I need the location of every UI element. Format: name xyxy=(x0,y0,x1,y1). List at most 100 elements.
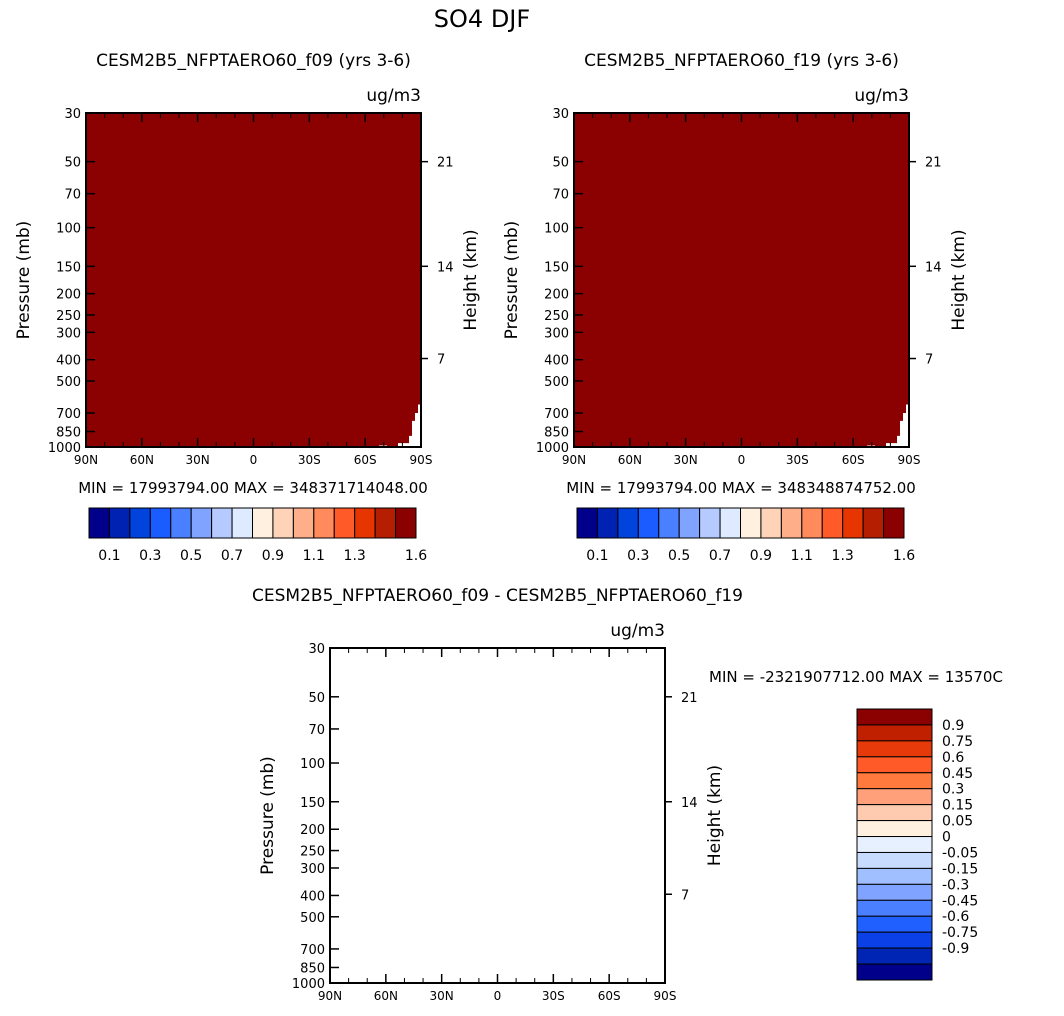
y-axis-label: Pressure (mb) xyxy=(14,221,34,340)
x-tick-label: 90N xyxy=(318,989,342,1003)
x-tick-label: 90S xyxy=(654,989,677,1003)
colorbar-label: 0.1 xyxy=(586,548,608,564)
y-tick-label: 150 xyxy=(56,260,81,275)
y-tick-label: 100 xyxy=(544,222,569,237)
colorbar-label: -0.6 xyxy=(942,909,969,925)
x-tick-label: 30N xyxy=(674,453,698,467)
colorbar-swatch xyxy=(856,836,933,853)
y-tick-label: 200 xyxy=(544,288,569,303)
colorbar-swatch xyxy=(170,507,192,539)
y-tick-label: 150 xyxy=(300,796,325,811)
colorbar-label: 1.3 xyxy=(344,548,366,564)
x-tick-label: 0 xyxy=(494,989,502,1003)
colorbar-swatch xyxy=(211,507,233,539)
y-tick-label: 850 xyxy=(544,426,569,441)
y-tick-label: 70 xyxy=(64,188,81,203)
x-tick-label: 60S xyxy=(842,453,865,467)
x-tick-label: 60S xyxy=(354,453,377,467)
colorbar-swatch xyxy=(856,708,933,726)
colorbar-label: 0.5 xyxy=(668,548,690,564)
y-tick-label: 1000 xyxy=(536,441,569,456)
colorbar-swatch xyxy=(272,507,294,539)
colorbar-swatch xyxy=(231,507,253,539)
y-right-tick-label: 14 xyxy=(437,260,454,275)
y-tick-label: 200 xyxy=(300,823,325,838)
y-tick-label: 250 xyxy=(300,845,325,860)
colorbar-label: 1.1 xyxy=(791,548,813,564)
colorbar-swatch xyxy=(856,867,933,885)
y-right-axis-label: Height (km) xyxy=(705,765,725,866)
colorbar-swatch xyxy=(856,851,933,869)
colorbar-swatch xyxy=(617,507,639,539)
colorbar-label: 0.1 xyxy=(98,548,120,564)
y-tick-label: 700 xyxy=(544,407,569,422)
x-tick-label: 60S xyxy=(598,989,621,1003)
y-tick-label: 300 xyxy=(544,326,569,341)
colorbar-swatch xyxy=(658,507,680,539)
x-tick-label: 30N xyxy=(186,453,210,467)
y-tick-label: 30 xyxy=(552,107,569,122)
y-tick-label: 250 xyxy=(56,309,81,324)
colorbar-label: 1.6 xyxy=(405,548,427,564)
y-right-tick-label: 7 xyxy=(437,353,445,368)
x-tick-label: 60N xyxy=(618,453,642,467)
colorbar-swatch xyxy=(190,507,213,539)
colorbar-label: -0.05 xyxy=(942,845,978,861)
colorbar-label: -0.9 xyxy=(942,941,969,957)
colorbar-swatch xyxy=(856,947,933,965)
colorbar-swatch xyxy=(856,820,933,838)
colorbar-label: 0.3 xyxy=(139,548,161,564)
colorbar-label: 0.9 xyxy=(262,548,284,564)
colorbar-label: 0.45 xyxy=(942,766,973,782)
colorbar-swatch xyxy=(856,931,933,949)
colorbar-label: -0.75 xyxy=(942,925,978,941)
x-tick-label: 30S xyxy=(298,453,321,467)
colorbar-swatch xyxy=(637,507,660,539)
colorbar-label: 1.1 xyxy=(303,548,325,564)
panel-difference: 90N 60N 30N 0 30S 60S 90S305070100150200250300… xyxy=(252,586,1003,1003)
x-tick-label: 90S xyxy=(898,453,921,467)
y-right-tick-label: 21 xyxy=(681,691,698,706)
panel-title: CESM2B5_NFPTAERO60_f09 - CESM2B5_NFPTAER… xyxy=(252,586,743,606)
colorbar-swatch xyxy=(856,883,933,901)
colorbar-swatch xyxy=(678,507,701,539)
colorbar-swatch xyxy=(780,507,803,539)
units-label: ug/m3 xyxy=(366,86,421,106)
x-tick-label: 60N xyxy=(130,453,154,467)
colorbar-swatch xyxy=(395,507,417,539)
colorbar-swatch xyxy=(801,507,823,539)
colorbar-label: 0.9 xyxy=(750,548,772,564)
colorbar-swatch xyxy=(354,507,376,539)
y-tick-label: 30 xyxy=(308,642,325,657)
y-right-tick-label: 7 xyxy=(925,353,933,368)
y-right-axis-label: Height (km) xyxy=(461,229,481,330)
stats-label: MIN = -2321907712.00 MAX = 13570C xyxy=(709,668,1003,686)
y-tick-label: 500 xyxy=(300,911,325,926)
colorbar-swatch xyxy=(856,756,933,774)
colorbar-swatch xyxy=(108,507,131,539)
colorbar-swatch xyxy=(292,507,315,539)
y-tick-label: 1000 xyxy=(292,977,325,992)
colorbar-label: 1.6 xyxy=(893,548,915,564)
colorbar-swatch xyxy=(596,507,619,539)
panel-f19: 90N 60N 30N 0 30S 60S 90S 30 50 70 100 150 200 250 300… xyxy=(502,51,969,497)
y-tick-label: 250 xyxy=(544,309,569,324)
field-fill xyxy=(574,113,909,447)
units-label: ug/m3 xyxy=(610,621,665,641)
colorbar-swatch xyxy=(313,507,335,539)
plot-frame xyxy=(329,647,666,984)
y-tick-label: 150 xyxy=(544,260,569,275)
colorbar-swatch xyxy=(883,507,905,539)
colorbar-difference: 0.90.750.60.450.30.150.050-0.05-0.15-0.3… xyxy=(856,708,978,981)
panel-title: CESM2B5_NFPTAERO60_f09 (yrs 3-6) xyxy=(96,51,411,71)
colorbar-swatch xyxy=(149,507,172,539)
colorbar-label: 0.3 xyxy=(942,782,964,798)
y-right-tick-label: 14 xyxy=(925,260,942,275)
y-tick-label: 50 xyxy=(552,156,569,171)
field-fill xyxy=(86,113,421,447)
y-tick-label: 400 xyxy=(300,889,325,904)
y-tick-label: 500 xyxy=(544,375,569,390)
colorbar-swatch xyxy=(129,507,151,539)
y-right-tick-label: 14 xyxy=(681,796,698,811)
colorbar-swatch xyxy=(856,788,933,806)
